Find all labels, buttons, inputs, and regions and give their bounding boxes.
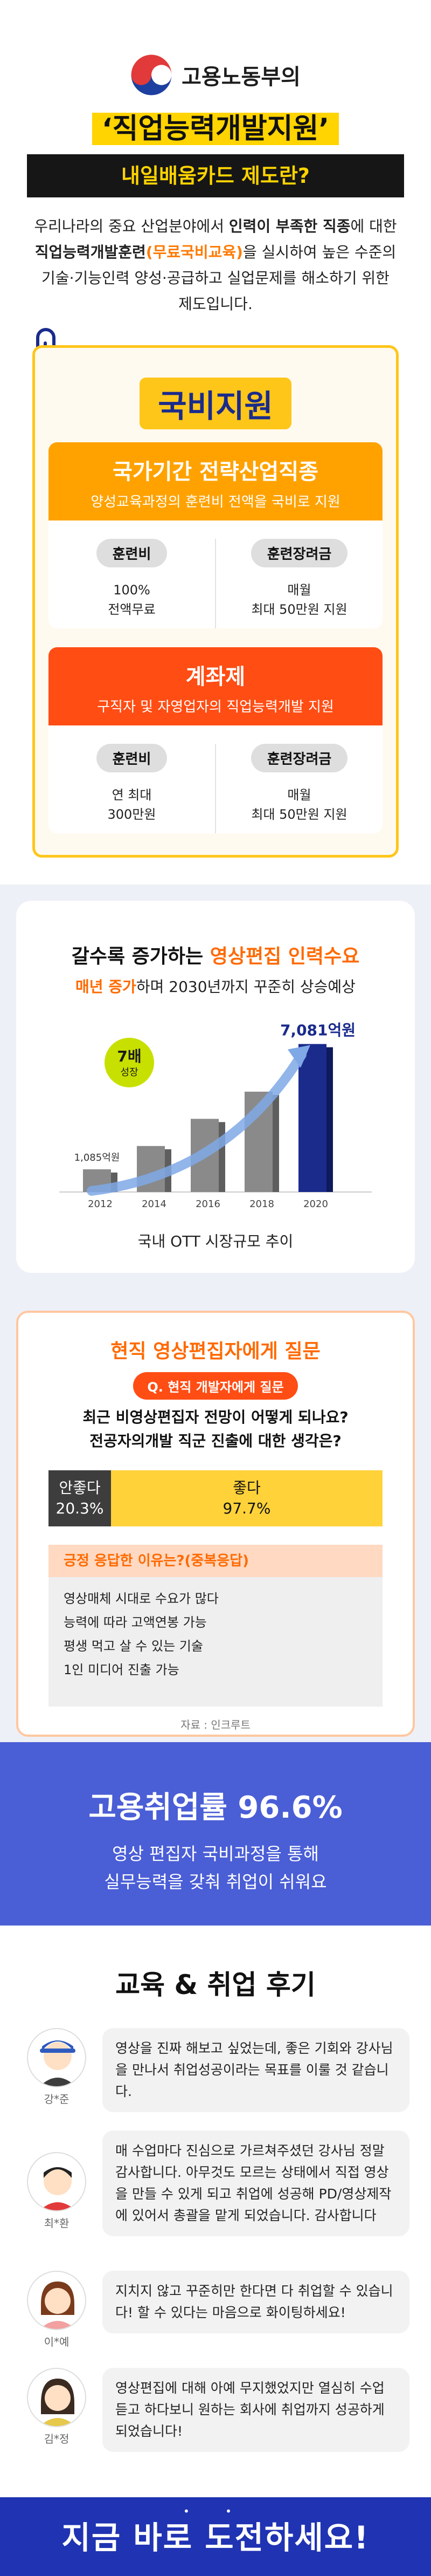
review-text: 영상을 진짜 해보고 싶었는데, 좋은 기회와 강사님을 만나서 취업성공이라는… [102,2028,409,2112]
main-title: ‘직업능력개발지원’ [0,106,431,146]
reviewer-name: 이*예 [44,2335,69,2348]
avatar-icon [27,2152,86,2211]
allowance-line1: 매월 [287,787,311,803]
allowance-line2: 최대 50만원 지원 [251,807,347,822]
x-tick-label: 2020 [303,1198,328,1210]
svg-text:성장: 성장 [120,1067,138,1078]
chart-title: 갈수록 증가하는 영상편집 인력수요 [71,946,360,968]
brand: 고용노동부의 [0,54,431,96]
chart-card: 갈수록 증가하는 영상편집 인력수요 매년 증가하며 2030년까지 꾸준히 상… [16,901,415,1273]
hero-section: 고용노동부의 ‘직업능력개발지원’ 내일배움카드 제도란? 우리나라의 중요 산… [0,0,431,879]
reason-list: 영상매체 시대로 수요가 많다 능력에 따라 고액연봉 가능 평생 먹고 살 수… [48,1577,383,1691]
fee-label: 훈련비 [96,539,168,567]
reviews-section: 교육 & 취업 후기 강*준 영상을 진짜 해보고 싶었는데, 좋은 기회와 강… [0,1926,431,2497]
plan-header: 국가기간 전략산업직종 양성교육과정의 훈련비 전액을 국비로 지원 [48,442,383,520]
fee-label: 훈련비 [96,744,168,772]
decorative-dots: • • [183,2505,248,2518]
fee-line2: 전액무료 [108,602,156,617]
plan-header: 계좌제 구직자 및 자영업자의 직업능력개발 지원 [48,647,383,725]
cta-text: 지금 바로 도전하세요! [61,2519,370,2556]
chart-section: 갈수록 증가하는 영상편집 인력수요 매년 증가하며 2030년까지 꾸준히 상… [0,885,431,1300]
arrow-head-icon [288,1045,310,1068]
allowance-label: 훈련장려금 [251,539,348,567]
list-item: 1인 미디어 진출 가능 [64,1662,179,1677]
reviewer-name: 김*정 [44,2433,69,2445]
employment-subtitle: 영상 편집자 국비과정을 통해 실무능력을 갖춰 취업이 쉬워요 [104,1844,327,1892]
avatar-icon [27,2271,86,2330]
reviewer-name: 강*준 [44,2093,69,2106]
org-name: 고용노동부의 [182,65,301,90]
intro-text: 우리나라의 중요 산업분야에서 인력이 부족한 직종에 대한 직업능력개발훈련(… [34,217,397,313]
plan-subtitle: 양성교육과정의 훈련비 전액을 국비로 지원 [91,494,340,510]
bar-2020 [298,1044,333,1192]
plan-title: 계좌제 [185,664,246,689]
source-note: 자료 : 인크루트 [180,1718,251,1731]
reviews-title: 교육 & 취업 후기 [115,1969,316,2000]
data-label: 7,081억원 [280,1022,356,1039]
chart-caption: 국내 OTT 시장규모 추이 [137,1232,294,1250]
x-tick-label: 2014 [142,1198,166,1210]
plan-card-strategic: 국가기간 전략산업직종 양성교육과정의 훈련비 전액을 국비로 지원 훈련비 1… [48,442,383,628]
fee-line1: 연 최대 [112,787,152,803]
svg-text:7배: 7배 [117,1047,141,1065]
plan-subtitle: 구직자 및 자영업자의 직업능력개발 지원 [97,699,334,715]
plan-card-account: 계좌제 구직자 및 자영업자의 직업능력개발 지원 훈련비 연 최대 300만원 … [48,647,383,833]
review-text: 매 수업마다 진심으로 가르쳐주셨던 강사님 정말 감사합니다. 아무것도 모르… [102,2130,409,2236]
survey-title: 현직 영상편집자에게 질문 [110,1340,321,1362]
x-tick-label: 2018 [249,1198,274,1210]
survey-section: 현직 영상편집자에게 질문 Q. 현직 개발자에게 질문 최근 비영상편집자 전… [0,1300,431,1742]
growth-arrow [87,1050,307,1196]
avatar-icon [27,2368,86,2427]
cta-section: • • 지금 바로 도전하세요! [0,2497,431,2576]
allowance-label: 훈련장려금 [251,744,348,772]
fee-column: 훈련비 100% 전액무료 [48,539,215,628]
employment-section: 고용취업률 96.6% 영상 편집자 국비과정을 통해 실무능력을 갖춰 취업이… [0,1742,431,1926]
chart-subtitle: 매년 증가하며 2030년까지 꾸준히 상승예상 [75,978,356,996]
reason-box: 긍정 응답한 이유는?(중복응답) 영상매체 시대로 수요가 많다 능력에 따라… [48,1545,383,1707]
list-item: 평생 먹고 살 수 있는 기술 [64,1639,203,1654]
review-text: 영상편집에 대해 아예 무지했었지만 열심히 수업듣고 하다보니 원하는 회사에… [102,2368,409,2452]
fee-line1: 100% [113,583,150,598]
avatar-icon [27,2028,86,2087]
employment-rate: 고용취업률 96.6% [88,1790,343,1825]
list-item: 영상매체 시대로 수요가 많다 [64,1591,219,1606]
survey-card: 현직 영상편집자에게 질문 Q. 현직 개발자에게 질문 최근 비영상편집자 전… [16,1311,415,1737]
list-item: 능력에 따라 고액연봉 가능 [64,1615,207,1630]
reviewer-name: 최*환 [44,2217,69,2230]
fee-line2: 300만원 [107,807,156,822]
x-tick-label: 2016 [196,1198,220,1210]
taegeuk-logo-icon [131,54,172,95]
plan-title: 국가기간 전략산업직종 [113,460,318,484]
reason-heading: 긍정 응답한 이유는?(중복응답) [48,1545,383,1577]
negative-segment: 안좋다 20.3% [48,1470,111,1526]
funding-badge: 국비지원 [0,378,431,429]
question-pill: Q. 현직 개발자에게 질문 [18,1372,413,1400]
positive-segment: 좋다 97.7% [111,1470,383,1526]
review-text: 지치지 않고 꾸준히만 한다면 다 취업할 수 있습니다! 할 수 있다는 마음… [102,2271,409,2333]
survey-result-bar: 안좋다 20.3% 좋다 97.7% [48,1470,383,1526]
fee-column: 훈련비 연 최대 300만원 [48,744,215,833]
subtitle-bar: 내일배움카드 제도란? [27,154,404,197]
x-tick-label: 2012 [88,1198,113,1210]
question-text: 최근 비영상편집자 전망이 어떻게 되나요? 전공자의개발 직군 진출에 대한 … [82,1408,349,1450]
allowance-line2: 최대 50만원 지원 [251,602,347,617]
data-label: 1,085억원 [74,1152,120,1163]
allowance-line1: 매월 [287,583,311,598]
